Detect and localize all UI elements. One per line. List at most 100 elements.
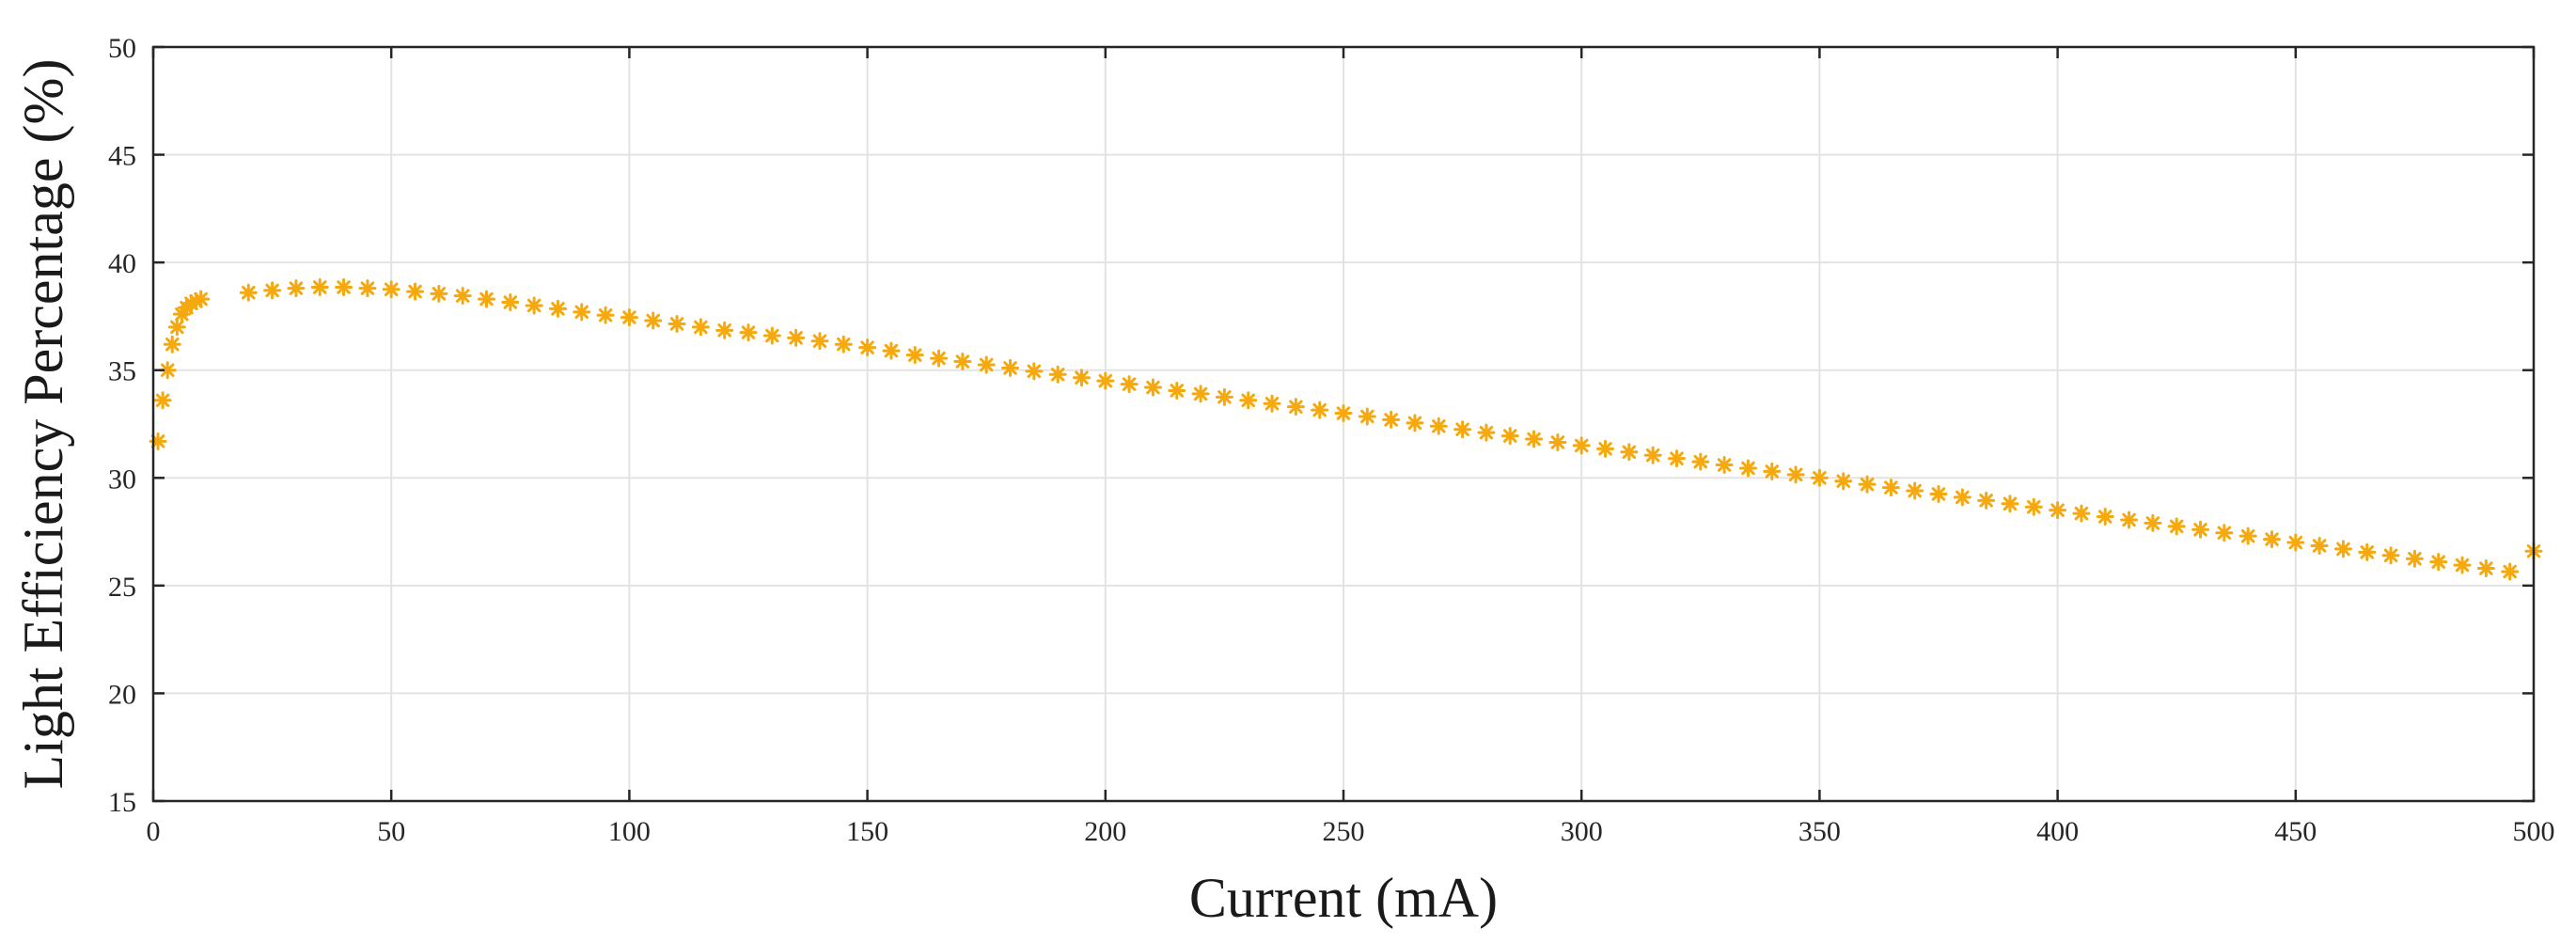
data-point [1596, 439, 1615, 458]
y-tick-label: 45 [108, 141, 136, 172]
data-point [1096, 371, 1115, 390]
data-point [810, 332, 829, 351]
data-point [2358, 542, 2377, 561]
data-point [1643, 446, 1662, 464]
data-point [1786, 465, 1805, 484]
data-point [1715, 456, 1734, 475]
data-point [548, 299, 567, 318]
data-point [2049, 501, 2067, 520]
data-point [2120, 511, 2139, 529]
data-point [573, 303, 591, 322]
data-point [1477, 423, 1496, 442]
data-point [2453, 556, 2472, 574]
y-tick-label: 35 [108, 356, 136, 387]
data-point [1500, 427, 1519, 446]
y-tick-label: 20 [108, 679, 136, 710]
data-point [905, 346, 924, 365]
data-point [2333, 540, 2352, 558]
data-point [1334, 404, 1353, 423]
data-point [858, 338, 877, 357]
data-point [2310, 536, 2329, 555]
data-point [1168, 381, 1186, 400]
data-point [1048, 365, 1067, 384]
data-point [263, 281, 282, 300]
data-point [1025, 362, 1044, 381]
data-point [1572, 436, 1591, 455]
x-tick-label: 500 [2513, 816, 2555, 847]
x-tick-label: 450 [2274, 816, 2317, 847]
data-point [620, 308, 638, 327]
data-point [1906, 481, 1924, 500]
x-tick-label: 350 [1798, 816, 1841, 847]
x-axis-title: Current (mA) [1189, 867, 1498, 929]
data-point [406, 282, 425, 301]
data-point [668, 314, 686, 333]
data-point [2238, 527, 2257, 545]
data-point [358, 279, 377, 298]
data-point [1810, 468, 1829, 487]
x-tick-label: 100 [608, 816, 651, 847]
data-point [1929, 484, 1948, 503]
data-point [1667, 449, 1686, 468]
data-point [2167, 517, 2186, 536]
data-point [882, 341, 901, 360]
data-point [2215, 524, 2234, 542]
data-point [787, 328, 806, 347]
data-points [149, 277, 2543, 581]
data-point [2476, 559, 2495, 578]
data-point [1881, 479, 1900, 497]
y-axis-title: Light Efficiency Percentage (%) [12, 59, 74, 790]
data-point [153, 391, 172, 410]
data-point [1382, 410, 1401, 429]
data-point [2072, 504, 2091, 523]
data-point [1953, 488, 1971, 507]
data-point [1406, 414, 1424, 432]
x-tick-label: 400 [2036, 816, 2079, 847]
y-tick-label: 30 [108, 464, 136, 495]
data-point [1311, 401, 1329, 419]
data-point [1263, 394, 1281, 413]
data-point [1215, 387, 1233, 406]
x-tick-label: 300 [1561, 816, 1603, 847]
data-point [1120, 375, 1139, 394]
data-point [382, 280, 401, 299]
data-point [1763, 462, 1782, 480]
data-point [163, 335, 181, 354]
data-point [762, 326, 781, 345]
data-point [1239, 391, 1258, 410]
y-tick-label: 50 [108, 33, 136, 64]
data-point [453, 287, 472, 306]
data-point [2144, 513, 2162, 532]
x-tick-label: 150 [846, 816, 888, 847]
y-tick-label: 40 [108, 248, 136, 279]
axis-ticks [151, 45, 2536, 803]
y-tick-label: 15 [108, 787, 136, 818]
data-point [930, 349, 949, 368]
data-point [1691, 452, 1710, 471]
data-point [2096, 508, 2114, 527]
data-point [1548, 432, 1567, 451]
data-point [2024, 497, 2043, 516]
data-point [2286, 533, 2305, 552]
data-point [834, 335, 853, 354]
data-point [1001, 358, 1020, 377]
y-tick-labels: 15 20 25 30 35 40 45 50 [108, 33, 136, 818]
data-point [430, 284, 448, 303]
data-point [2001, 495, 2019, 513]
data-point [1834, 472, 1853, 491]
data-point [1191, 385, 1210, 403]
data-point [1977, 491, 1996, 510]
data-point [715, 321, 734, 339]
data-point [2405, 549, 2424, 568]
data-point [287, 279, 306, 298]
data-point [1738, 459, 1757, 478]
data-point [192, 290, 211, 308]
data-point [1525, 430, 1544, 448]
data-point [644, 311, 663, 330]
y-tick-label: 25 [108, 572, 136, 603]
data-point [2381, 546, 2400, 565]
data-point [477, 290, 495, 308]
data-point [739, 323, 758, 342]
x-tick-label: 50 [377, 816, 405, 847]
